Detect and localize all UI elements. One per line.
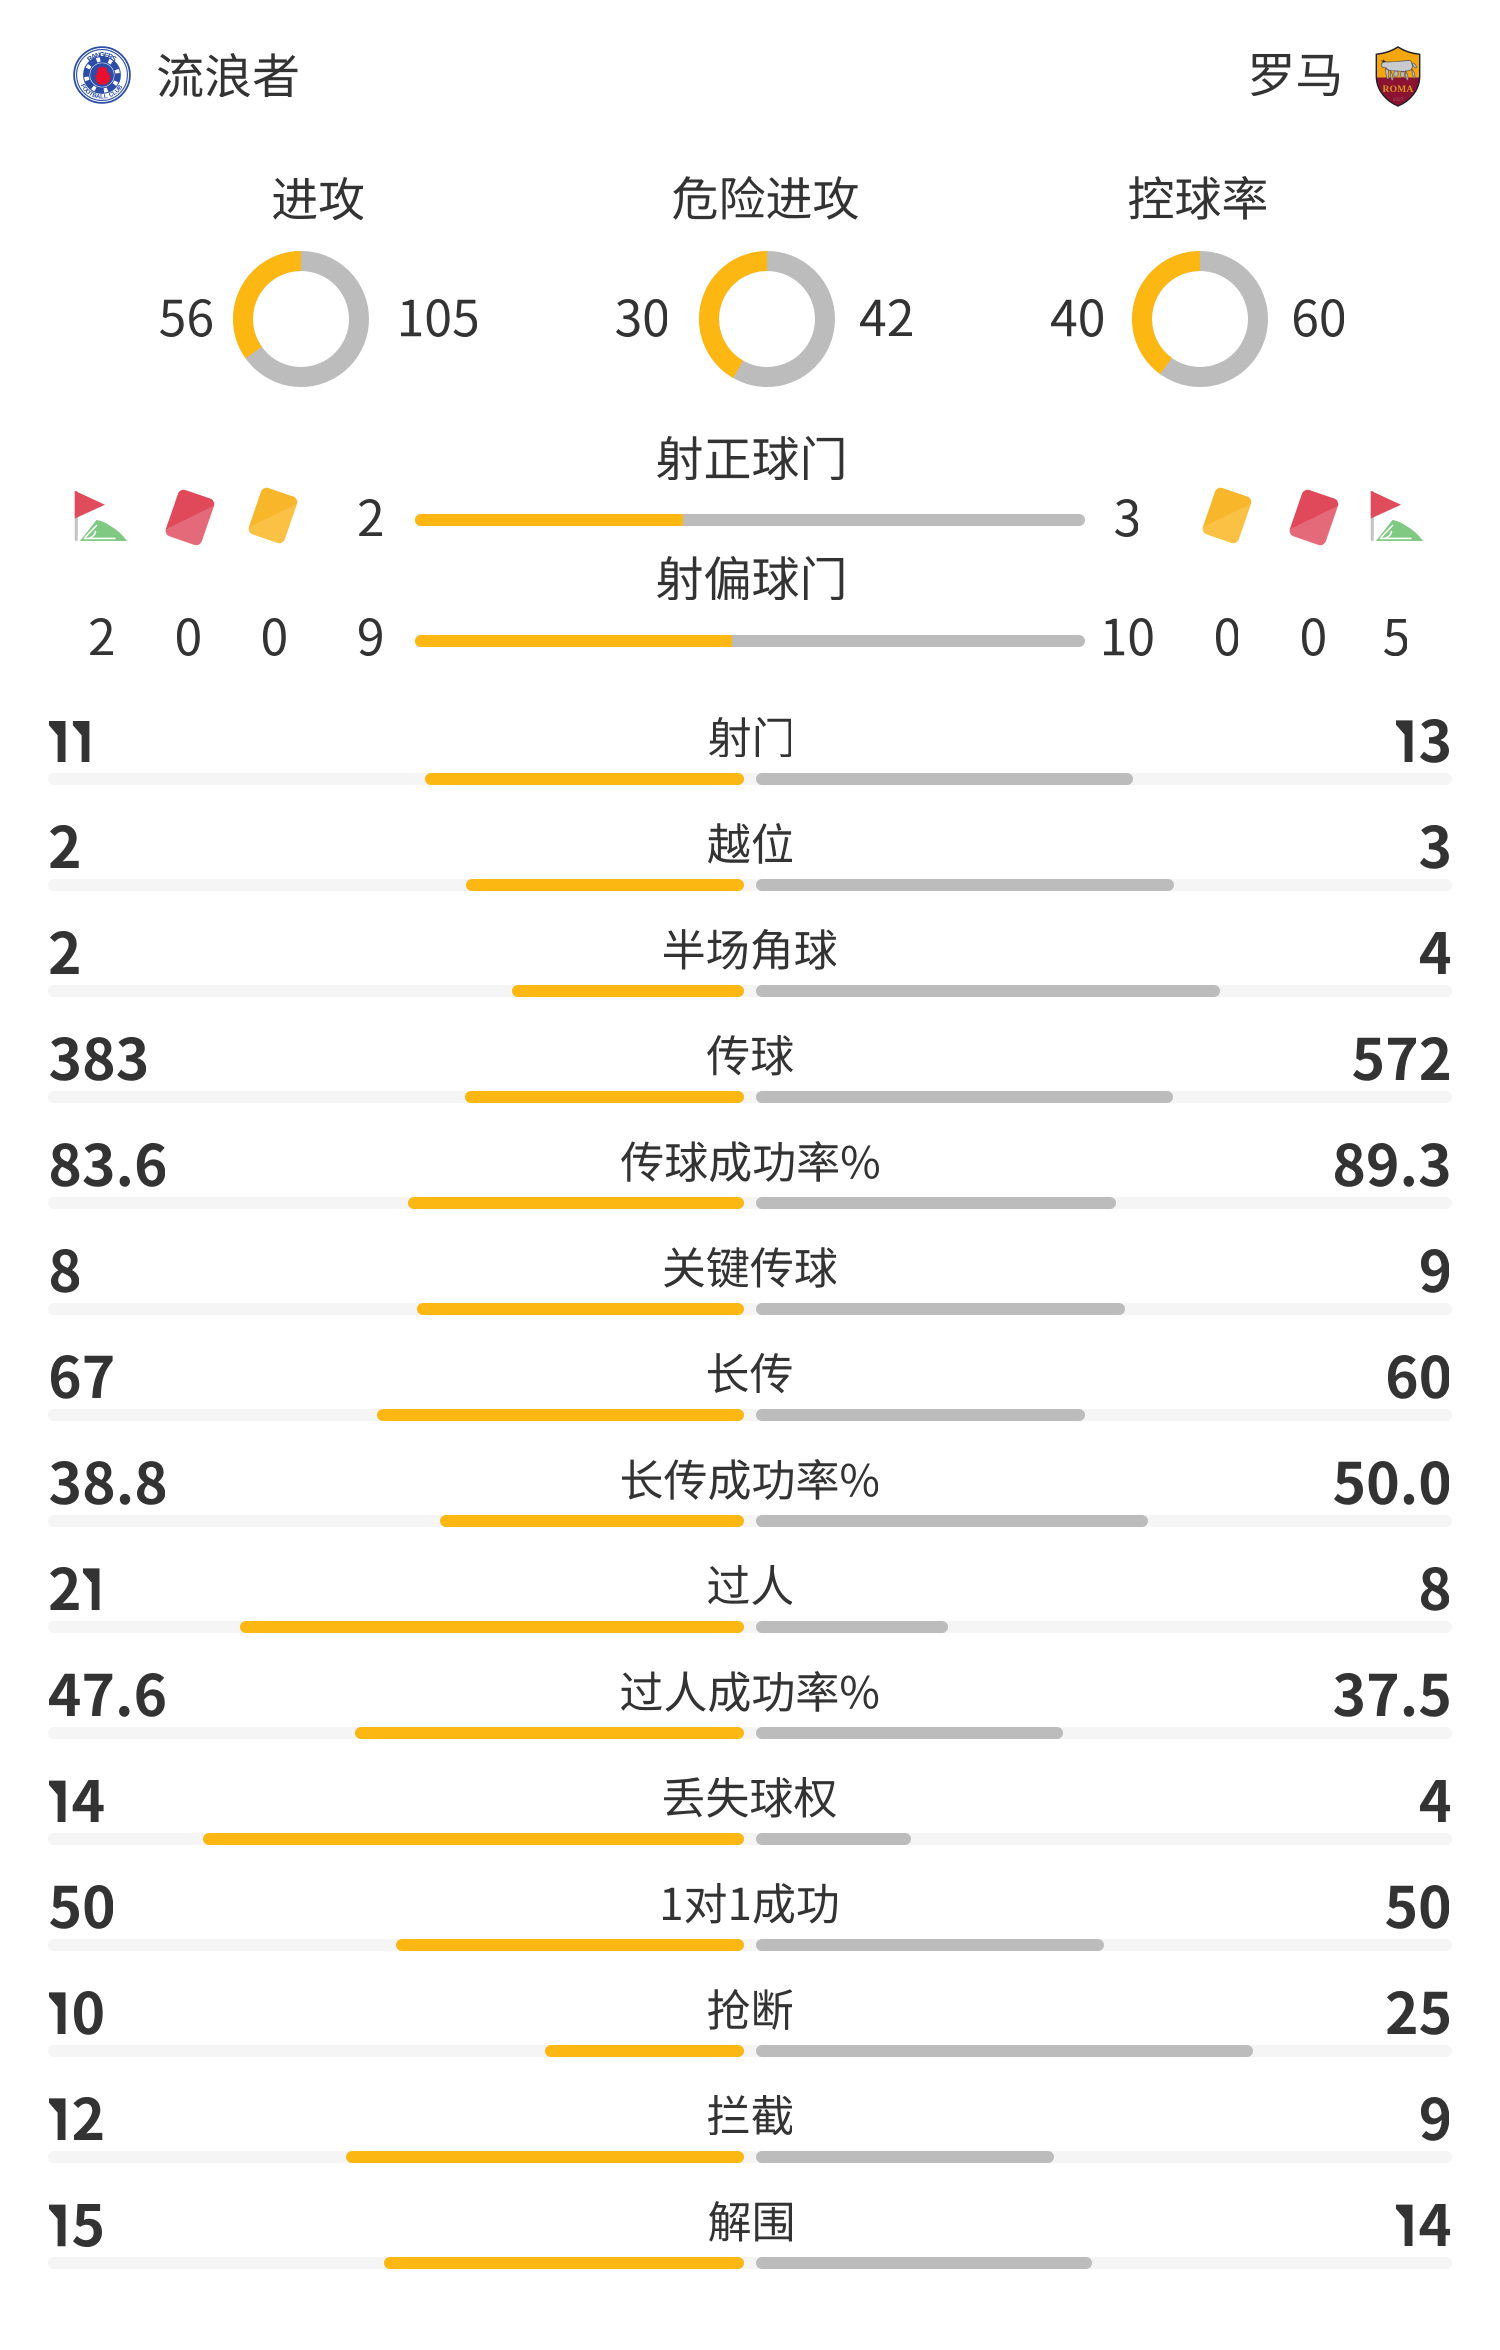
svg-text:C: C bbox=[108, 92, 115, 100]
svg-text:T: T bbox=[88, 91, 94, 98]
svg-text:B: B bbox=[117, 84, 125, 92]
svg-text:A: A bbox=[95, 94, 101, 101]
svg-text:L: L bbox=[104, 94, 109, 101]
svg-text:ROMA: ROMA bbox=[1382, 85, 1413, 95]
svg-text:L: L bbox=[112, 90, 119, 97]
svg-text:F: F bbox=[79, 83, 86, 89]
svg-text:R: R bbox=[85, 53, 95, 64]
svg-text:B: B bbox=[91, 93, 98, 100]
svg-text:S: S bbox=[109, 54, 118, 64]
svg-text:1927: 1927 bbox=[1392, 97, 1403, 103]
svg-text:U: U bbox=[114, 87, 121, 94]
svg-text:E: E bbox=[103, 50, 110, 60]
svg-text:R: R bbox=[106, 51, 115, 62]
svg-text:L: L bbox=[100, 95, 104, 101]
svg-text:O: O bbox=[81, 86, 89, 94]
svg-text:O: O bbox=[84, 89, 92, 97]
svg-text:A: A bbox=[90, 51, 98, 61]
svg-text:N: N bbox=[94, 50, 101, 60]
svg-text:G: G bbox=[99, 50, 105, 59]
